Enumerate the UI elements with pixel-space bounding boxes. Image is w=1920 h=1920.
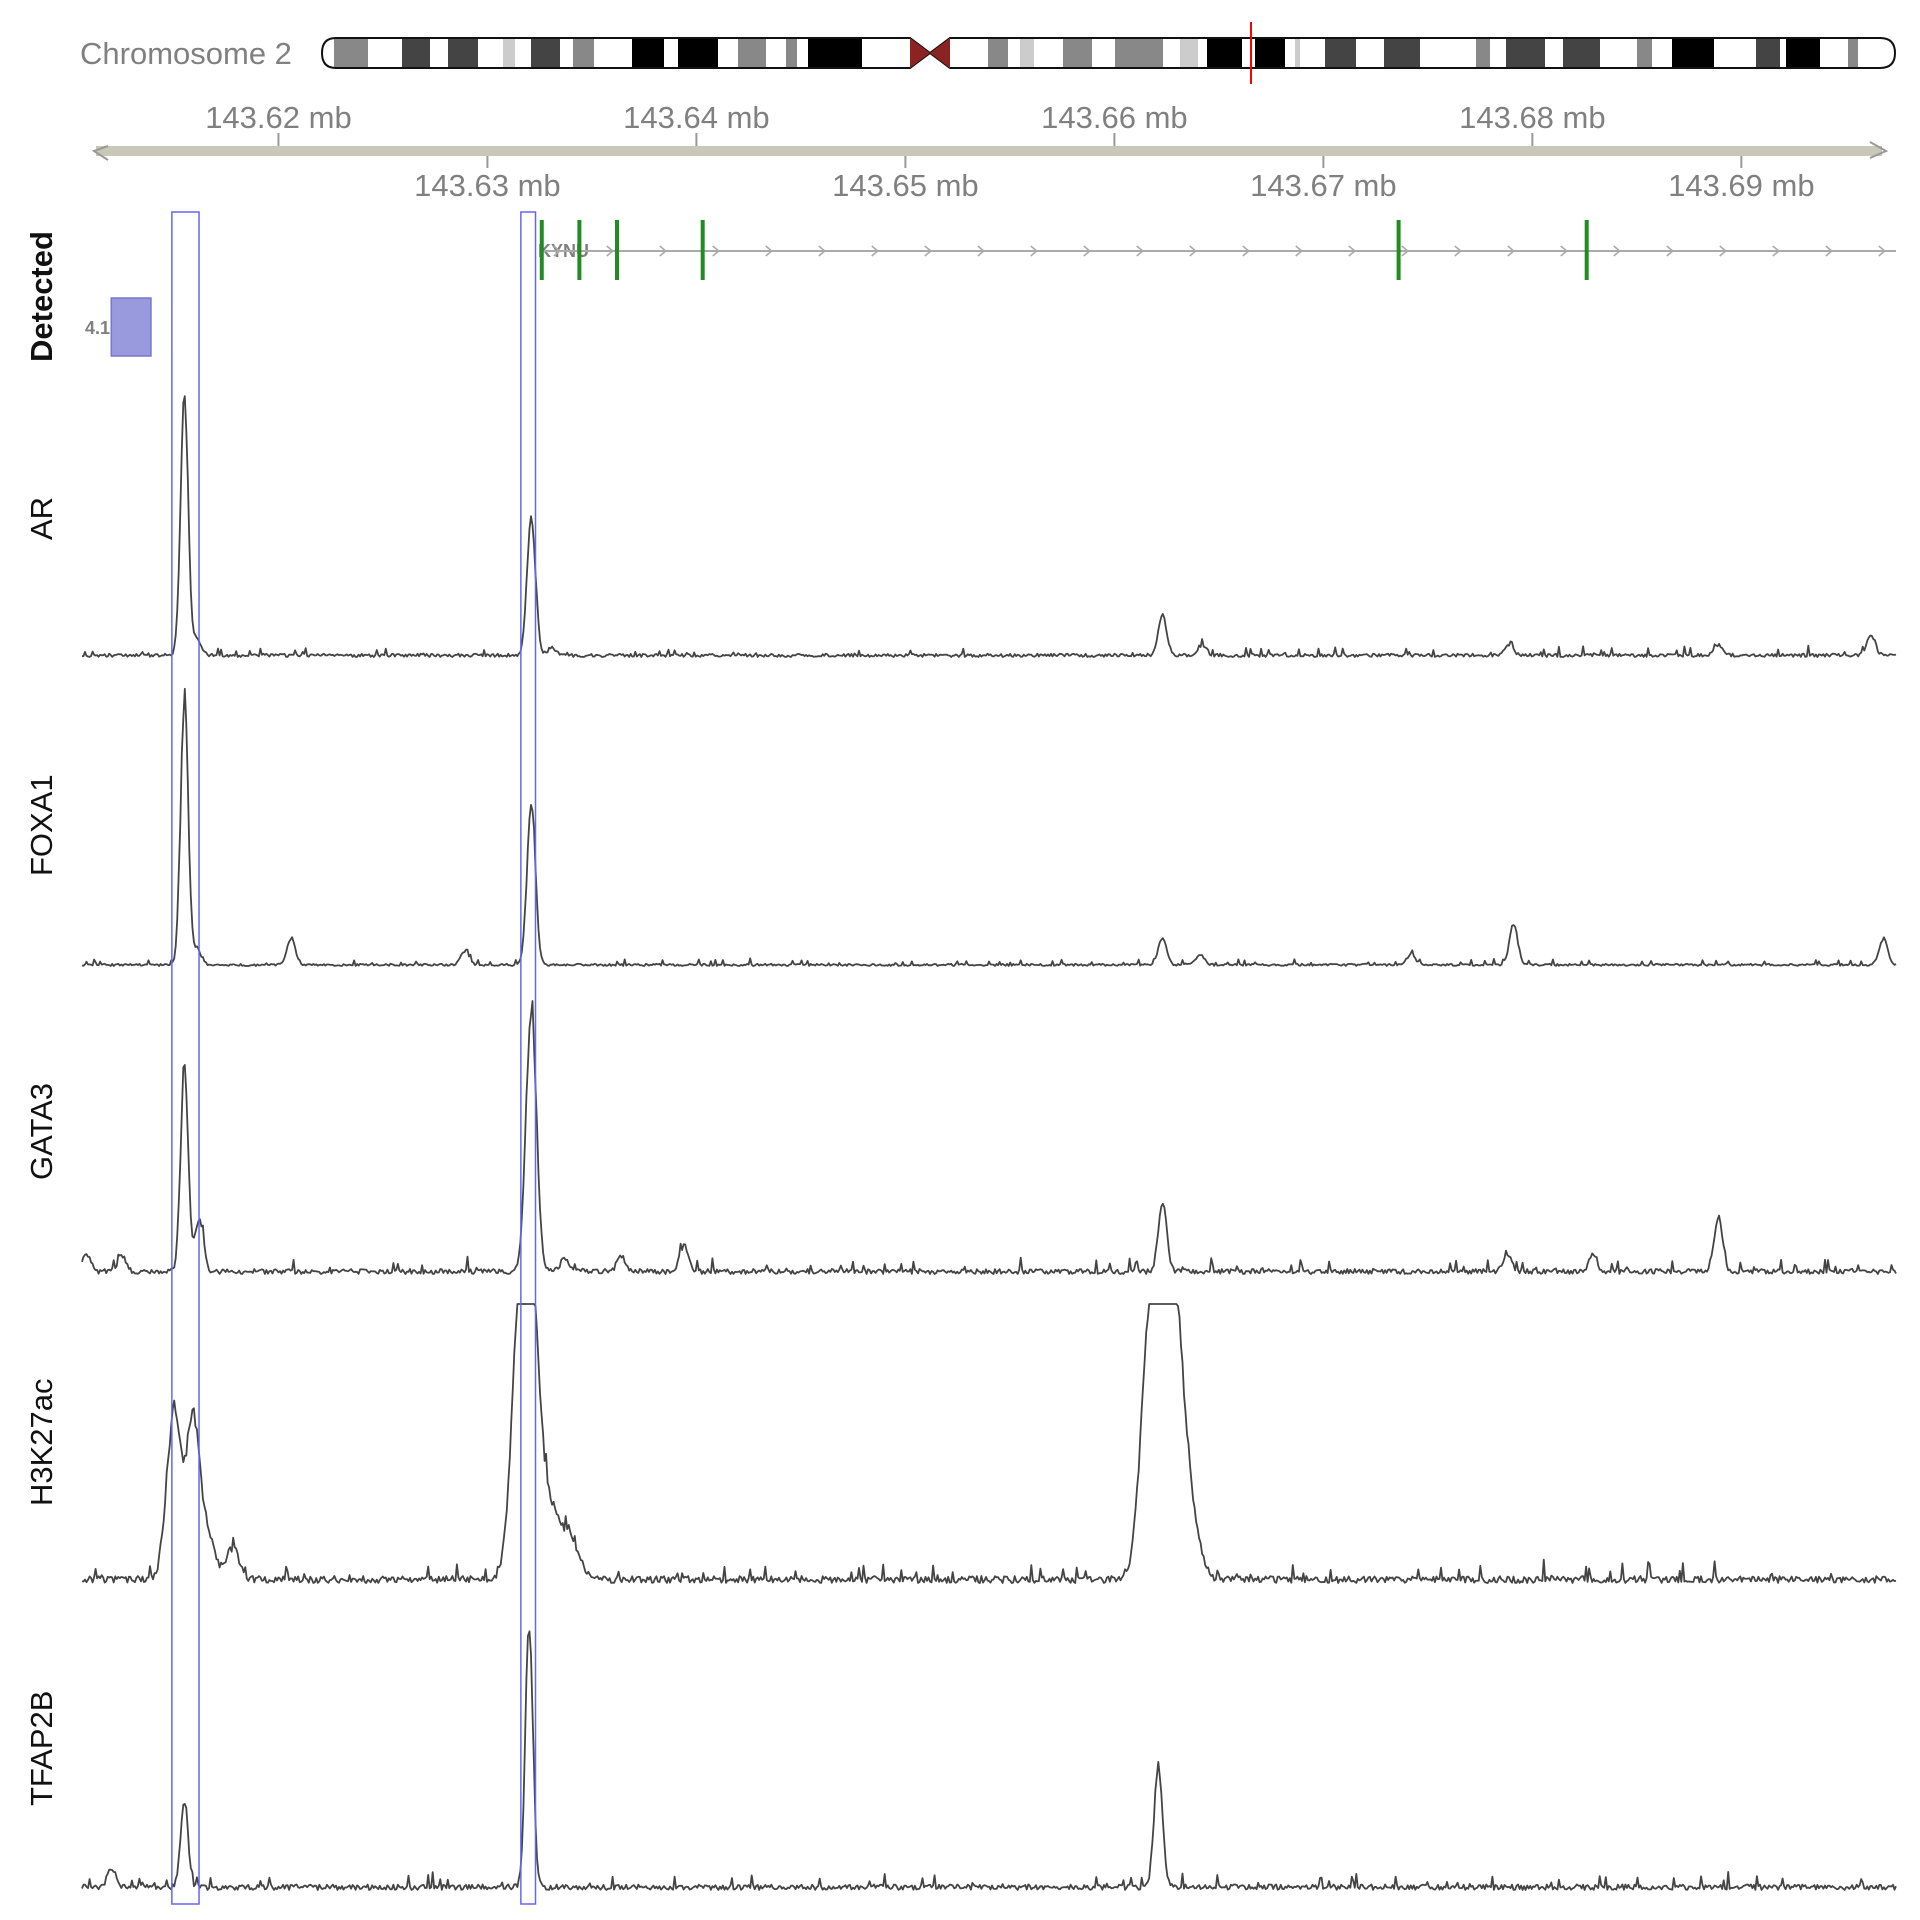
ideogram-band-25 bbox=[1672, 39, 1714, 67]
strand-arrow-9 bbox=[1030, 245, 1039, 257]
ideogram-outline-left bbox=[320, 37, 932, 69]
strand-arrow-20 bbox=[1613, 245, 1622, 257]
coverage-line-tfap2b bbox=[81, 1630, 1897, 1891]
strand-arrow-5 bbox=[818, 245, 827, 257]
ideogram-band-3 bbox=[503, 39, 515, 67]
ideogram-band-12 bbox=[1020, 39, 1034, 67]
strand-arrow-2 bbox=[659, 245, 668, 257]
ideogram-band-19 bbox=[1325, 39, 1356, 67]
top-tick-label-1: 143.64 mb bbox=[623, 100, 770, 135]
track-label-h3k27ac: H3K27ac bbox=[24, 1378, 59, 1506]
detected-region-label: 4.1 bbox=[85, 318, 110, 338]
track-label-foxa1: FOXA1 bbox=[24, 774, 59, 876]
bottom-tick-label-1: 143.65 mb bbox=[832, 168, 979, 203]
ideogram: Chromosome 2 bbox=[80, 22, 1897, 84]
bottom-tick-label-3: 143.69 mb bbox=[1668, 168, 1815, 203]
strand-arrow-17 bbox=[1454, 245, 1463, 257]
strand-arrow-11 bbox=[1136, 245, 1145, 257]
ideogram-band-14 bbox=[1115, 39, 1163, 67]
strand-arrow-16 bbox=[1401, 245, 1410, 257]
strand-arrow-10 bbox=[1083, 245, 1092, 257]
strand-arrow-13 bbox=[1242, 245, 1251, 257]
ideogram-outline-right bbox=[928, 37, 1897, 69]
strand-arrow-23 bbox=[1772, 245, 1781, 257]
genome-axis: 143.62 mb 143.64 mb 143.66 mb 143.68 mb 143… bbox=[91, 100, 1889, 203]
strand-arrow-1 bbox=[606, 245, 615, 257]
top-tick-label-3: 143.68 mb bbox=[1459, 100, 1606, 135]
strand-arrow-0 bbox=[553, 245, 562, 257]
strand-arrow-18 bbox=[1507, 245, 1516, 257]
ideogram-band-24 bbox=[1637, 39, 1652, 67]
axis-bar bbox=[96, 146, 1882, 156]
track-label-ar: AR bbox=[24, 497, 59, 540]
ideogram-bands bbox=[334, 39, 1858, 67]
top-axis-ticks: 143.62 mb 143.64 mb 143.66 mb 143.68 mb bbox=[205, 100, 1606, 146]
ideogram-band-10 bbox=[808, 39, 862, 67]
ideogram-band-18 bbox=[1295, 39, 1300, 67]
coverage-line-h3k27ac bbox=[81, 1303, 1897, 1584]
detected-region-0 bbox=[110, 297, 152, 357]
strand-arrow-14 bbox=[1295, 245, 1304, 257]
ideogram-band-7 bbox=[678, 39, 718, 67]
ideogram-band-5 bbox=[573, 39, 594, 67]
strand-arrow-7 bbox=[924, 245, 933, 257]
ideogram-band-15 bbox=[1180, 39, 1198, 67]
bottom-tick-label-2: 143.67 mb bbox=[1250, 168, 1397, 203]
highlight-box-1 bbox=[520, 211, 537, 1905]
ideogram-band-20 bbox=[1384, 39, 1420, 67]
chromosome-label: Chromosome 2 bbox=[80, 36, 292, 71]
coverage-line-gata3 bbox=[81, 1000, 1897, 1275]
ideogram-band-26 bbox=[1756, 39, 1780, 67]
coverage-tracks bbox=[81, 395, 1897, 1891]
ideogram-band-6 bbox=[632, 39, 664, 67]
strand-arrow-19 bbox=[1560, 245, 1569, 257]
strand-arrow-3 bbox=[712, 245, 721, 257]
ideogram-band-16 bbox=[1207, 39, 1242, 67]
detected-track-label: Detected bbox=[24, 231, 59, 362]
axis-arrow-right bbox=[1869, 141, 1889, 159]
strand-arrow-6 bbox=[871, 245, 880, 257]
gene-track: KYNU bbox=[538, 220, 1896, 280]
ideogram-band-2 bbox=[448, 39, 478, 67]
strand-arrow-15 bbox=[1348, 245, 1357, 257]
ideogram-band-4 bbox=[531, 39, 560, 67]
highlight-box-0 bbox=[171, 211, 200, 1905]
strand-arrow-21 bbox=[1666, 245, 1675, 257]
ideogram-band-11 bbox=[988, 39, 1008, 67]
coverage-line-ar bbox=[81, 395, 1897, 658]
ideogram-band-23 bbox=[1563, 39, 1600, 67]
track-label-tfap2b: TFAP2B bbox=[24, 1691, 59, 1806]
ideogram-band-8 bbox=[738, 39, 766, 67]
strand-arrow-12 bbox=[1189, 245, 1198, 257]
top-tick-label-0: 143.62 mb bbox=[205, 100, 352, 135]
ideogram-band-0 bbox=[334, 39, 368, 67]
ideogram-band-1 bbox=[402, 39, 430, 67]
bottom-tick-label-0: 143.63 mb bbox=[414, 168, 561, 203]
strand-arrow-24 bbox=[1825, 245, 1834, 257]
track-labels: Detected AR FOXA1 GATA3 H3K27ac TFAP2B bbox=[24, 231, 59, 1806]
strand-arrow-4 bbox=[765, 245, 774, 257]
axis-arrow-left bbox=[91, 145, 109, 161]
ideogram-band-17 bbox=[1255, 39, 1285, 67]
top-tick-label-2: 143.66 mb bbox=[1041, 100, 1188, 135]
strand-arrow-25 bbox=[1878, 245, 1887, 257]
highlight-regions bbox=[171, 211, 537, 1905]
ideogram-band-28 bbox=[1848, 39, 1858, 67]
ideogram-band-21 bbox=[1476, 39, 1490, 67]
ideogram-band-27 bbox=[1786, 39, 1820, 67]
strand-arrow-8 bbox=[977, 245, 986, 257]
detected-track: 4.1 bbox=[85, 297, 152, 357]
centromere bbox=[910, 38, 950, 68]
ideogram-band-13 bbox=[1063, 39, 1092, 67]
strand-arrow-22 bbox=[1719, 245, 1728, 257]
ideogram-band-9 bbox=[786, 39, 797, 67]
coverage-line-foxa1 bbox=[81, 687, 1897, 967]
ideogram-band-22 bbox=[1506, 39, 1545, 67]
track-label-gata3: GATA3 bbox=[24, 1083, 59, 1180]
bottom-axis-ticks: 143.63 mb 143.65 mb 143.67 mb 143.69 mb bbox=[414, 156, 1815, 203]
